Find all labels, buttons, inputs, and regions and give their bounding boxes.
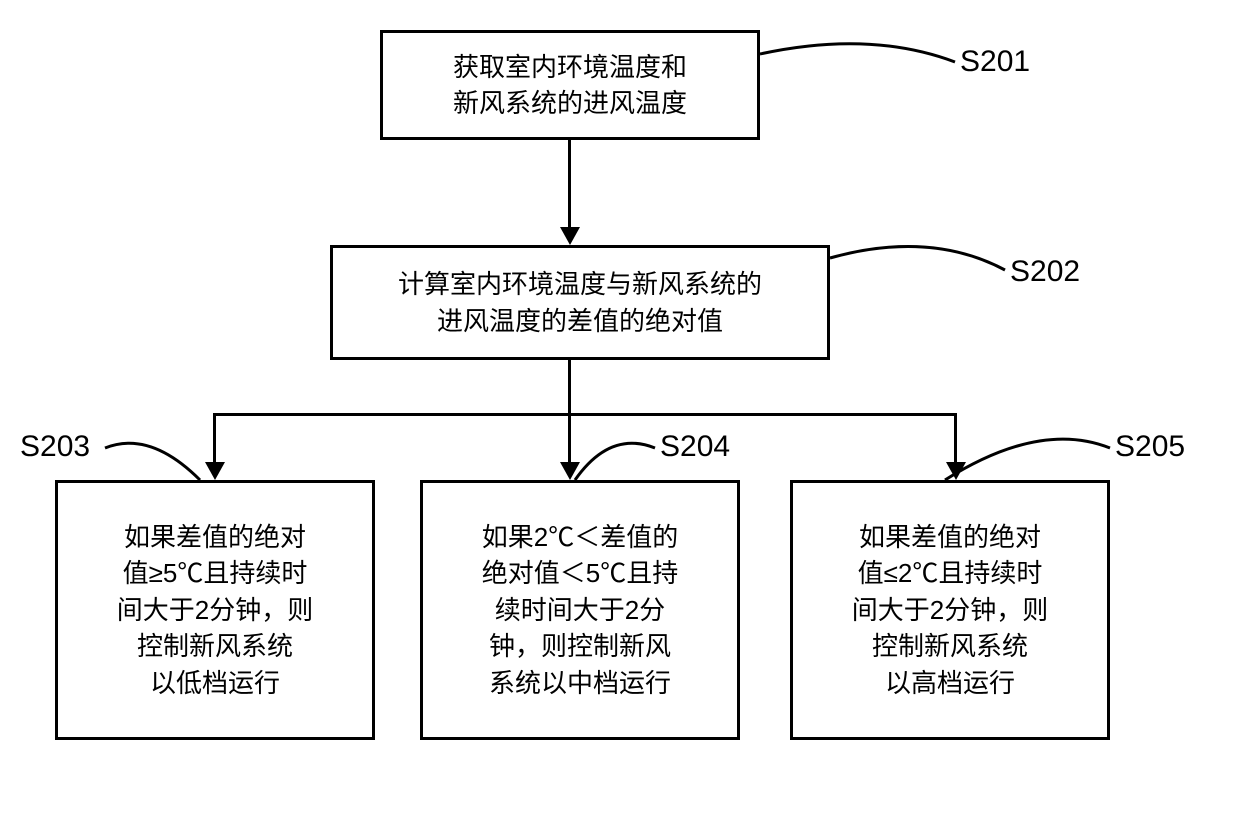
arrow-s202-branch-vert xyxy=(568,360,571,463)
leader-s201 xyxy=(760,44,955,62)
step-s204: 如果2℃＜差值的 绝对值＜5℃且持 续时间大于2分 钟，则控制新风 系统以中档运… xyxy=(420,480,740,740)
step-s203-text: 如果差值的绝对 值≥5℃且持续时 间大于2分钟，则 控制新风系统 以低档运行 xyxy=(117,519,313,701)
s203-line1: 如果差值的绝对 xyxy=(124,522,306,552)
label-s205: S205 xyxy=(1115,430,1185,464)
arrow-s201-s202-head xyxy=(560,227,580,245)
step-s202-text: 计算室内环境温度与新风系统的 进风温度的差值的绝对值 xyxy=(398,266,762,339)
leader-s205 xyxy=(945,439,1110,480)
arrow-branch-s203-head xyxy=(205,462,225,480)
label-s201: S201 xyxy=(960,45,1030,79)
leader-s204 xyxy=(575,443,655,480)
s205-line2: 值≤2℃且持续时 xyxy=(858,558,1043,588)
s204-line4: 钟，则控制新风 xyxy=(489,631,671,661)
s202-line2: 进风温度的差值的绝对值 xyxy=(437,306,723,336)
label-s202: S202 xyxy=(1010,255,1080,289)
s202-line1: 计算室内环境温度与新风系统的 xyxy=(398,269,762,299)
arrow-branch-s205-head xyxy=(946,462,966,480)
leader-s202 xyxy=(830,246,1005,270)
s205-line3: 间大于2分钟，则 xyxy=(852,595,1048,625)
s203-line4: 控制新风系统 xyxy=(137,631,293,661)
s204-line5: 系统以中档运行 xyxy=(489,668,671,698)
s201-line1: 获取室内环境温度和 xyxy=(453,52,687,82)
arrow-s201-s202-line xyxy=(568,140,571,228)
arrow-s202-s204-head xyxy=(560,462,580,480)
step-s201: 获取室内环境温度和 新风系统的进风温度 xyxy=(380,30,760,140)
s205-line5: 以高档运行 xyxy=(885,668,1015,698)
s201-line2: 新风系统的进风温度 xyxy=(453,88,687,118)
branch-hbar xyxy=(213,413,957,416)
s204-line3: 续时间大于2分 xyxy=(495,595,665,625)
step-s202: 计算室内环境温度与新风系统的 进风温度的差值的绝对值 xyxy=(330,245,830,360)
arrow-branch-s205-line xyxy=(954,413,957,463)
arrow-branch-s203-line xyxy=(213,413,216,463)
s205-line1: 如果差值的绝对 xyxy=(859,522,1041,552)
s204-line2: 绝对值＜5℃且持 xyxy=(482,558,678,588)
step-s201-text: 获取室内环境温度和 新风系统的进风温度 xyxy=(453,49,687,122)
leader-s203 xyxy=(105,443,200,480)
label-s204: S204 xyxy=(660,430,730,464)
step-s205: 如果差值的绝对 值≤2℃且持续时 间大于2分钟，则 控制新风系统 以高档运行 xyxy=(790,480,1110,740)
step-s205-text: 如果差值的绝对 值≤2℃且持续时 间大于2分钟，则 控制新风系统 以高档运行 xyxy=(852,519,1048,701)
s205-line4: 控制新风系统 xyxy=(872,631,1028,661)
flowchart-container: 获取室内环境温度和 新风系统的进风温度 计算室内环境温度与新风系统的 进风温度的… xyxy=(0,0,1240,833)
step-s203: 如果差值的绝对 值≥5℃且持续时 间大于2分钟，则 控制新风系统 以低档运行 xyxy=(55,480,375,740)
s203-line2: 值≥5℃且持续时 xyxy=(123,558,308,588)
s204-line1: 如果2℃＜差值的 xyxy=(482,522,678,552)
step-s204-text: 如果2℃＜差值的 绝对值＜5℃且持 续时间大于2分 钟，则控制新风 系统以中档运… xyxy=(482,519,678,701)
s203-line3: 间大于2分钟，则 xyxy=(117,595,313,625)
label-s203: S203 xyxy=(20,430,90,464)
s203-line5: 以低档运行 xyxy=(150,668,280,698)
